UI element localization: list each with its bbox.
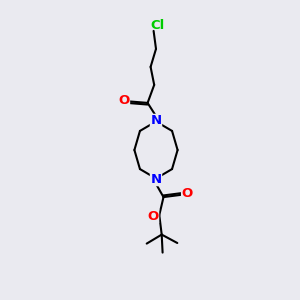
Text: N: N [150,172,162,186]
Text: N: N [150,114,162,128]
Text: O: O [182,187,193,200]
Text: O: O [147,209,159,223]
Text: O: O [118,94,130,107]
Text: Cl: Cl [151,19,165,32]
